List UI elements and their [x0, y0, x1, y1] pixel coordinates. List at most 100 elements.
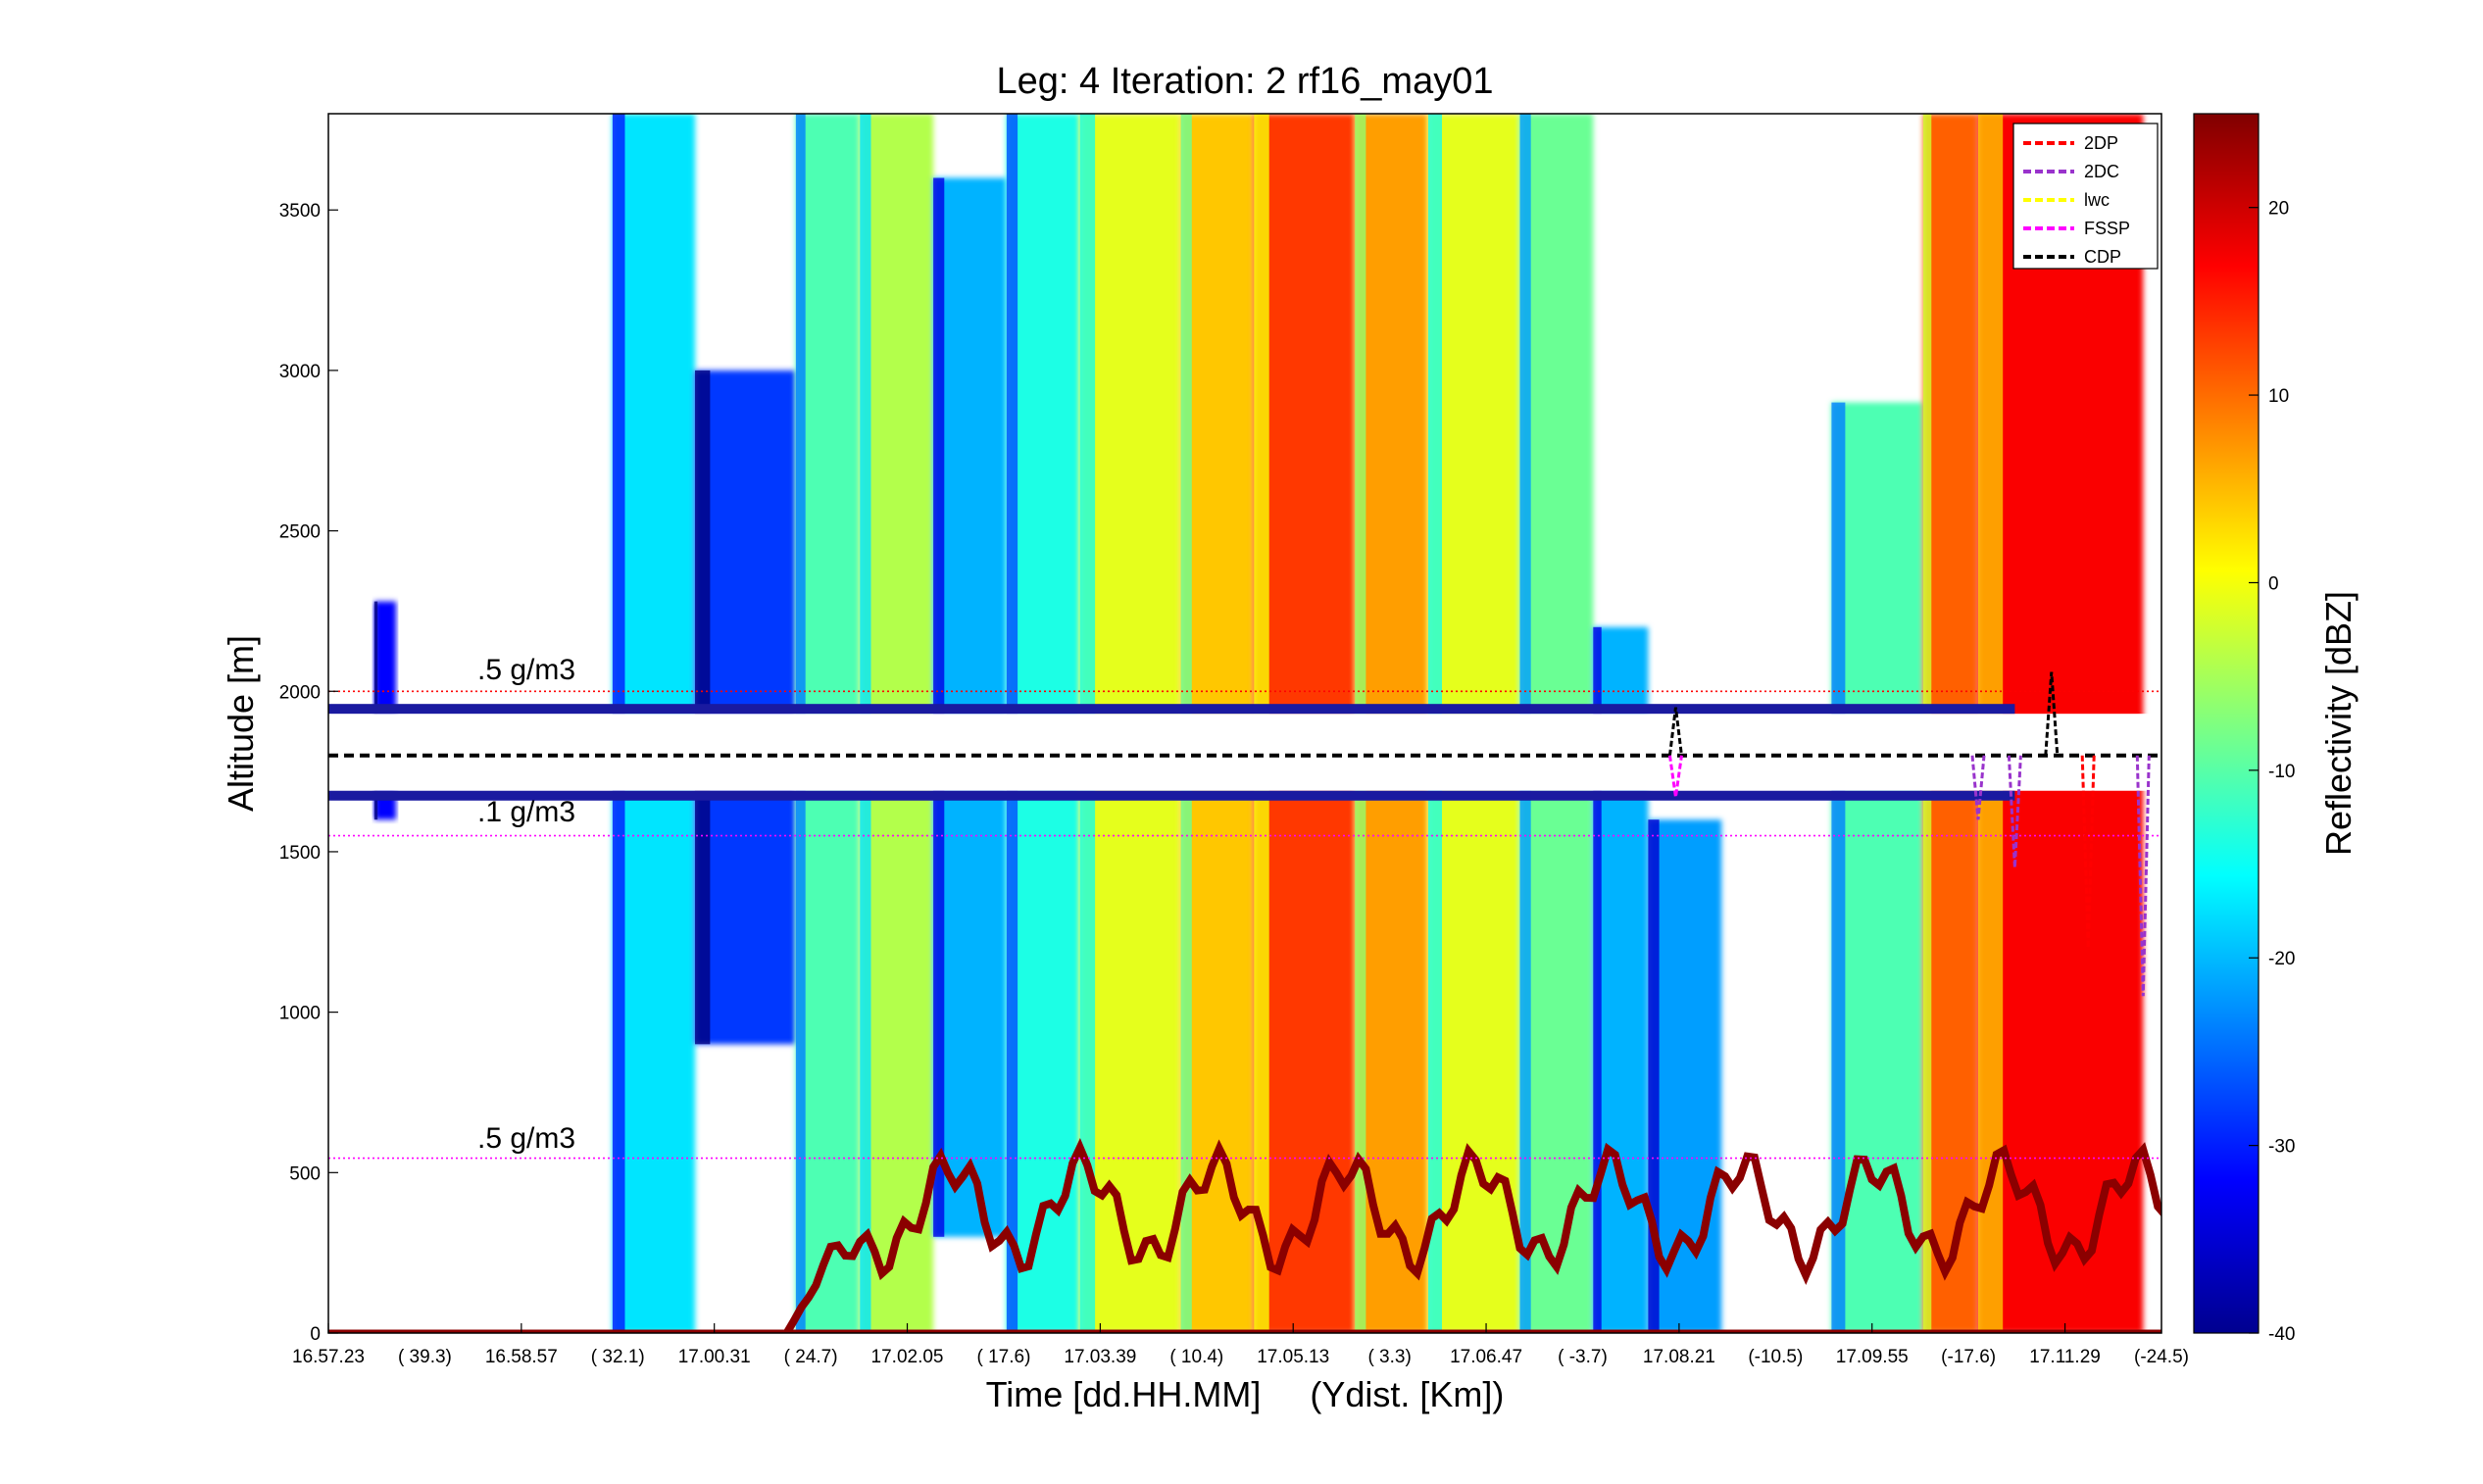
echo-column [1254, 114, 1356, 733]
echo-column [1079, 114, 1181, 733]
legend-label: FSSP [2084, 219, 2130, 238]
echo-edge [1978, 114, 2004, 733]
x-tick-label: 16.58.57 [485, 1347, 558, 1367]
annotation-lower: .5 g/m3 [477, 1122, 575, 1155]
colorbar-tick-label: -30 [2268, 1137, 2295, 1158]
gap-edge-top [328, 704, 2015, 715]
y-tick-label: 3500 [279, 201, 321, 222]
echo-edge [1648, 819, 1660, 1333]
instrument-spike [1970, 755, 1986, 820]
echo-column [1519, 114, 1594, 733]
x-tick-label: 17.03.39 [1064, 1347, 1136, 1367]
echo-edge [1593, 626, 1602, 733]
echo-edge [860, 114, 871, 733]
echo-edge [1519, 780, 1531, 1333]
colorbar-gradient [2193, 113, 2260, 1334]
echo-edge [612, 114, 625, 733]
x-tick-label: (-17.6) [1941, 1347, 1996, 1367]
y-tick-label: 0 [310, 1324, 321, 1345]
colorbar-tick-label: 20 [2268, 199, 2289, 220]
y-tick-label: 500 [289, 1163, 321, 1184]
echo-edge [933, 780, 945, 1237]
legend: 2DP 2DC lwc FSSP CDP [2012, 123, 2159, 270]
echo-column [373, 601, 397, 733]
echo-column [795, 114, 861, 733]
echo-edge [795, 780, 806, 1333]
x-tick-label: ( 24.7) [784, 1347, 838, 1367]
chart-title: Leg: 4 Iteration: 2 rf16_may01 [997, 61, 1494, 102]
echo-column [860, 114, 934, 733]
echo-column [1428, 780, 1520, 1333]
echo-edge [1180, 114, 1192, 733]
x-tick-label: ( 32.1) [591, 1347, 645, 1367]
legend-label: CDP [2084, 247, 2121, 267]
echo-edge [933, 177, 945, 733]
x-tick-label: 17.08.21 [1643, 1347, 1715, 1367]
flight-trace [1667, 671, 2151, 997]
echo-edge [1922, 780, 1932, 1333]
annotation-middle: .1 g/m3 [477, 796, 575, 828]
colorbar: 20 10 0 -10 -20 -30 -40 Reflectivity [dBZ] [2193, 113, 2359, 1345]
echo-edge [1079, 114, 1096, 733]
echo-edge [1922, 114, 1932, 733]
x-tick-label: ( 10.4) [1169, 1347, 1223, 1367]
x-tick-label: ( 3.3) [1367, 1347, 1411, 1367]
y-tick-label: 3000 [279, 362, 321, 382]
instrument-spike [1667, 707, 1683, 756]
legend-label: lwc [2084, 190, 2110, 210]
echo-edge [1355, 780, 1366, 1333]
echo-edge [612, 780, 625, 1333]
echo-column [1922, 114, 1978, 733]
instrument-spike [2044, 671, 2060, 756]
plot-frame [327, 113, 2162, 1334]
x-axis-ticks: 16.57.23 ( 39.3) 16.58.57 ( 32.1) 17.00.31 ( … [292, 1323, 2189, 1367]
surface-return [783, 1137, 2161, 1333]
x-tick-label: 17.09.55 [1836, 1347, 1909, 1367]
legend-label: 2DC [2084, 162, 2119, 181]
echo-edge [860, 780, 871, 1333]
y-tick-label: 1500 [279, 843, 321, 864]
y-tick-label: 2500 [279, 522, 321, 543]
echo-column [612, 780, 696, 1333]
echo-edge [373, 601, 378, 733]
colorbar-tick-label: -20 [2268, 949, 2295, 969]
echo-edge [1254, 114, 1269, 733]
reference-lines [328, 690, 2161, 1160]
echo-edge [1428, 780, 1442, 1333]
y-tick-label: 1000 [279, 1004, 321, 1024]
echo-column [1831, 780, 1923, 1333]
colorbar-tick-label: -10 [2268, 762, 2295, 782]
colorbar-ticks: 20 10 0 -10 -20 -30 -40 [2249, 199, 2295, 1345]
echo-edge [1006, 114, 1018, 733]
echo-edge [695, 370, 711, 733]
x-tick-label: ( 17.6) [976, 1347, 1030, 1367]
x-tick-label: 17.02.05 [871, 1347, 944, 1367]
echo-edge [1831, 402, 1846, 733]
echo-edge [1254, 780, 1269, 1333]
echo-column [795, 780, 861, 1333]
echo-column [1355, 114, 1428, 733]
echo-column [1593, 780, 1649, 1333]
echo-column [1180, 780, 1255, 1333]
instrument-spike [2080, 755, 2096, 949]
instrument-spike [2007, 755, 2022, 868]
x-tick-label: ( -3.7) [1558, 1347, 1608, 1367]
echo-edge [1079, 780, 1096, 1333]
plot-area [327, 113, 2162, 1334]
legend-label: 2DP [2084, 133, 2118, 153]
echo-edge [1831, 780, 1846, 1333]
echo-edge [1593, 780, 1602, 1333]
echo-column [1978, 780, 2144, 1333]
echo-edge [1428, 114, 1442, 733]
echo-edge [795, 114, 806, 733]
x-tick-label: 17.06.47 [1450, 1347, 1522, 1367]
annotation-upper: .5 g/m3 [477, 654, 575, 686]
echo-column [1428, 114, 1520, 733]
echo-column [1180, 114, 1255, 733]
legend-box [2012, 123, 2159, 270]
echo-column [1355, 780, 1428, 1333]
echo-column [1006, 780, 1080, 1333]
echo-edge [1355, 114, 1366, 733]
instrument-spike [1667, 755, 1683, 798]
